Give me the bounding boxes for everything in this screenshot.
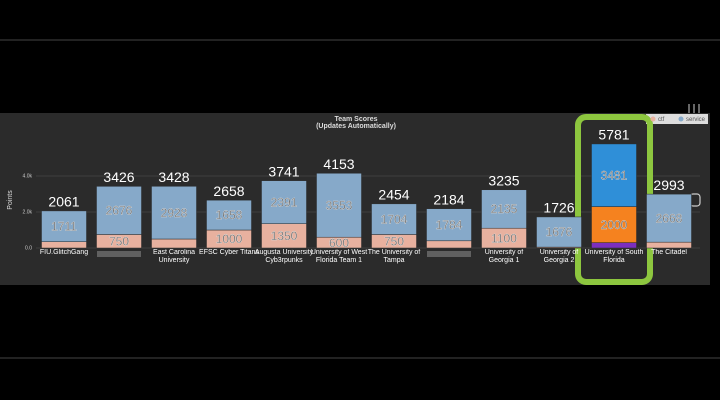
x-tick-label-box: FIU.GlitchGang (39, 249, 89, 256)
total-label: 3741 (268, 163, 299, 179)
segment-label: 2928 (161, 206, 188, 220)
x-tick-label-box: University of Georgia 1 (484, 249, 524, 264)
segment-label: 1676 (546, 225, 573, 239)
total-label: 4153 (323, 156, 354, 172)
legend-swatch (678, 116, 684, 122)
chart-subtitle: (Updates Automatically) (316, 123, 396, 130)
bar-segment (591, 242, 637, 249)
total-label: 2993 (653, 177, 684, 193)
x-tick-label: University of Georgia 2 (539, 249, 579, 264)
segment-label: 1000 (216, 232, 243, 246)
total-label: 2658 (213, 183, 244, 199)
segment-label: 600 (329, 236, 349, 250)
segment-label: 1711 (51, 219, 77, 233)
segment-label: 1350 (271, 229, 298, 243)
legend-swatch (650, 116, 656, 122)
segment-label: 750 (384, 234, 404, 248)
total-label: 1726 (543, 200, 574, 216)
bar-segment (261, 180, 307, 224)
bar-segment (646, 193, 692, 243)
x-tick-label-box: The Citadel (651, 249, 687, 256)
total-label: 5781 (598, 127, 629, 143)
x-tick-label: FIU.GlitchGang (39, 249, 89, 256)
segment-label: 1100 (491, 231, 517, 245)
bar-segment (206, 199, 252, 231)
x-tick-label: University of Georgia 1 (484, 249, 524, 264)
legend-label: service (686, 117, 706, 123)
bar-segment (151, 238, 197, 249)
menu-icon[interactable] (688, 104, 700, 113)
legend-label: ctf (658, 117, 665, 123)
segment-label: 2391 (271, 195, 298, 209)
bar-segment (536, 216, 582, 248)
segment-label: 1704 (381, 212, 408, 226)
x-tick-label-box: EFSC Cyber Titans (199, 249, 259, 256)
bar-segment (591, 143, 637, 207)
bar-segment (371, 203, 417, 235)
y-tick-label: 0.0 (25, 245, 32, 251)
x-tick-label: The University of Tampa (367, 249, 421, 264)
bar-segment (481, 189, 527, 229)
x-tick-label-box: University of West Florida Team 1 (310, 249, 368, 264)
y-tick-label: 4.0k (23, 173, 33, 179)
segment-label: 1658 (216, 208, 243, 222)
segment-label: 1784 (436, 218, 463, 232)
x-tick-label: Augusta University Cyb3rpunks (254, 249, 314, 264)
segment-label: 3481 (601, 168, 628, 182)
x-tick-label: East Carolina University (152, 249, 196, 264)
segment-label: 2000 (601, 218, 628, 232)
redacted-label (427, 251, 471, 257)
y-tick-label: 2.0k (23, 209, 33, 215)
segment-label: 2135 (491, 202, 518, 216)
total-label: 3235 (488, 172, 519, 188)
segment-label: 2668 (656, 211, 683, 225)
x-tick-label: The Citadel (651, 249, 687, 256)
x-tick-label-box: The University of Tampa (367, 249, 421, 264)
x-tick-label-box: East Carolina University (152, 249, 196, 264)
total-label: 3428 (158, 169, 189, 185)
bar-segment (41, 241, 87, 249)
chart-title: Team Scores (334, 116, 377, 123)
bar-segment (426, 208, 472, 242)
x-tick-label: EFSC Cyber Titans (199, 249, 259, 256)
bar-segment (261, 223, 307, 249)
legend (646, 114, 708, 124)
x-tick-label-box: University of Georgia 2 (539, 249, 579, 264)
total-label: 2061 (48, 194, 79, 210)
bar-segment (316, 172, 362, 238)
y-axis-label: Points (7, 190, 14, 210)
segment-label: 3553 (326, 198, 353, 212)
x-tick-label: University of West Florida Team 1 (310, 249, 368, 264)
total-label: 3426 (103, 169, 134, 185)
bar-segment (151, 186, 197, 240)
redacted-label (97, 251, 141, 257)
segment-label: 750 (109, 234, 129, 248)
bar-segment (96, 186, 142, 235)
bar-segment (426, 240, 472, 249)
segment-label: 2676 (106, 204, 133, 218)
bar-segment (646, 241, 692, 249)
total-label: 2454 (378, 187, 409, 203)
x-tick-label-box: University of South Florida (584, 249, 644, 264)
bar-segment (41, 210, 87, 242)
x-tick-label-box: Augusta University Cyb3rpunks (254, 249, 314, 264)
total-label: 2184 (433, 191, 464, 207)
x-tick-label: University of South Florida (584, 249, 644, 264)
bar-segment (591, 206, 637, 243)
